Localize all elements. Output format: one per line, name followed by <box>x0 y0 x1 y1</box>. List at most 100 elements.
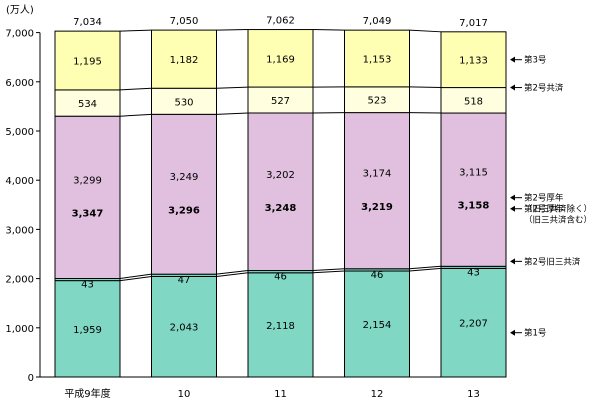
bar-segment-s3 <box>54 30 121 91</box>
legend-label-s1: 第1号 <box>524 328 546 339</box>
legend-arrowhead-combined <box>510 205 515 212</box>
y-tick-label: 4,000 <box>5 176 34 187</box>
bar-segment-s2c <box>440 87 507 114</box>
connector-line <box>409 267 442 272</box>
bar-segment-s2b <box>440 112 507 267</box>
bar-segment-s3 <box>440 31 507 89</box>
data-label-s3: 1,133 <box>459 56 488 67</box>
bar-segment-s1 <box>440 267 507 378</box>
data-label-s2b: 3,202 <box>266 170 295 181</box>
bar-segment-s1 <box>247 272 314 378</box>
x-tick-label: 13 <box>467 389 480 400</box>
bar-segment-s2c <box>344 86 410 114</box>
y-tick-label: 7,000 <box>5 29 34 40</box>
connector-line <box>216 272 249 277</box>
data-label-s2c: 530 <box>174 97 193 108</box>
data-label-combined: 3,158 <box>458 201 490 212</box>
legend-arrowhead-s2c <box>510 84 515 91</box>
connector-line <box>216 112 249 115</box>
y-tick-label: 6,000 <box>5 78 34 89</box>
unit-label: (万人) <box>6 4 34 16</box>
total-label: 7,049 <box>363 16 392 27</box>
data-label-s2b: 3,299 <box>73 175 102 186</box>
data-label-s3: 1,182 <box>170 55 199 66</box>
x-tick-label: 10 <box>178 389 191 400</box>
x-tick-label: 平成9年度 <box>64 387 110 400</box>
data-label-combined: 3,248 <box>265 203 297 214</box>
bar-segment-s2c <box>247 86 314 114</box>
data-label-s2c: 523 <box>367 96 386 107</box>
data-label-s2c: 518 <box>464 96 483 107</box>
data-label-s1: 1,959 <box>73 325 102 336</box>
total-label: 7,017 <box>459 18 488 29</box>
connector-line <box>119 87 152 91</box>
bar-segment-s3 <box>151 29 217 89</box>
bar-segment-s1 <box>344 270 410 378</box>
connector-line <box>216 270 249 275</box>
connector-line <box>216 29 249 31</box>
y-tick-label: 2,000 <box>5 275 34 286</box>
data-label-s2b: 3,174 <box>363 169 392 180</box>
legend-label-s2b: 第2号厚年 <box>524 193 564 204</box>
bar-segment-s2b <box>247 112 314 272</box>
total-label: 7,034 <box>73 17 102 28</box>
x-tick-label: 12 <box>371 389 384 400</box>
total-label: 7,050 <box>170 16 199 27</box>
data-label-s2a: 43 <box>81 280 94 291</box>
data-label-s2b: 3,249 <box>170 172 199 183</box>
legend-label-s2c: 第2号共済 <box>524 83 564 94</box>
bar-segment-s3 <box>247 29 314 88</box>
legend-arrowhead-s3 <box>510 56 515 63</box>
x-tick-label: 11 <box>274 389 287 400</box>
y-tick-label: 3,000 <box>5 225 34 236</box>
connector-line <box>216 86 249 89</box>
legend-label-s3: 第3号 <box>524 55 546 66</box>
bar-segment-s2c <box>151 87 217 115</box>
data-label-s2c: 534 <box>78 99 97 110</box>
data-label-s3: 1,195 <box>73 57 102 68</box>
bar-segment-s2b <box>151 113 217 275</box>
connector-line <box>409 265 442 270</box>
y-tick-label: 1,000 <box>5 324 34 335</box>
data-label-s1: 2,207 <box>459 319 488 330</box>
connector-line <box>119 113 152 117</box>
data-label-combined: 3,347 <box>72 208 104 219</box>
y-tick-label: 5,000 <box>5 127 34 138</box>
connector-line <box>119 273 152 279</box>
data-label-s2b: 3,115 <box>459 168 488 179</box>
legend-label-s2b: （旧三共済除く） <box>524 204 592 215</box>
legend-label-s2a: 第2号旧三共済 <box>524 256 581 267</box>
connector-line <box>119 29 152 32</box>
legend-label-combined: 第2号厚年 <box>524 204 564 215</box>
y-tick-label: 0 <box>28 373 34 384</box>
legend-arrowhead-s2b <box>510 194 515 201</box>
connector-line <box>409 29 442 33</box>
bar-segment-s2c <box>54 89 121 117</box>
data-label-s1: 2,043 <box>170 323 199 334</box>
bar-segment-s3 <box>344 29 410 88</box>
connector-line <box>119 275 152 282</box>
data-label-s2a: 46 <box>274 272 287 283</box>
connector-line <box>409 86 442 89</box>
data-label-s1: 2,154 <box>363 320 392 331</box>
legend-arrowhead-s1 <box>510 329 515 336</box>
data-label-s3: 1,153 <box>363 55 392 66</box>
legend-arrowhead-s2a <box>510 258 515 265</box>
data-label-s2c: 527 <box>271 96 290 107</box>
data-label-combined: 3,296 <box>168 205 200 216</box>
connector-line <box>312 270 345 274</box>
bar-segment-s2b <box>54 115 121 280</box>
data-label-s2a: 47 <box>178 275 191 286</box>
bar-segment-s2b <box>344 112 410 270</box>
connector-line <box>312 268 345 272</box>
data-label-s2a: 46 <box>371 270 384 281</box>
bar-segment-s1 <box>151 275 217 378</box>
data-label-s1: 2,118 <box>266 321 295 332</box>
total-label: 7,062 <box>266 16 295 27</box>
bar-segment-s1 <box>54 280 121 378</box>
connector-line <box>312 29 345 31</box>
legend-label-combined: （旧三共済含む） <box>524 215 592 226</box>
data-label-combined: 3,219 <box>361 202 393 213</box>
data-label-s2a: 43 <box>467 267 480 278</box>
